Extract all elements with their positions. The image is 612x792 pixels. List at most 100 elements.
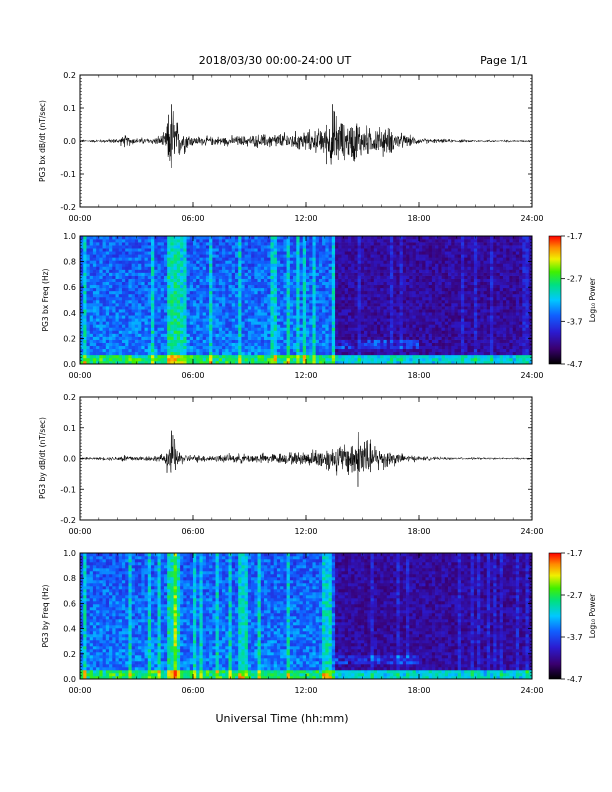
- spectrogram-cell: [361, 260, 365, 263]
- spectrogram-cell: [132, 346, 136, 349]
- spectrogram-cell: [177, 260, 181, 263]
- spectrogram-cell: [190, 279, 194, 282]
- spectrogram-cell: [342, 270, 346, 273]
- spectrogram-cell: [219, 239, 223, 242]
- spectrogram-cell: [377, 315, 381, 318]
- spectrogram-cell: [245, 334, 249, 337]
- spectrogram-cell: [238, 236, 242, 239]
- spectrogram-cell: [283, 297, 287, 300]
- spectrogram-cell: [354, 297, 358, 300]
- spectrogram-cell: [99, 349, 103, 352]
- spectrogram-cell: [157, 285, 161, 288]
- spectrogram-cell: [125, 276, 129, 279]
- spectrogram-cell: [167, 270, 171, 273]
- spectrogram-cell: [267, 279, 271, 282]
- spectrogram-cell: [283, 349, 287, 352]
- spectrogram-cell: [96, 321, 100, 324]
- spectrogram-cell: [151, 321, 155, 324]
- spectrogram-cell: [261, 288, 265, 291]
- spectrogram-cell: [238, 248, 242, 251]
- spectrogram-cell: [361, 318, 365, 321]
- spectrogram-cell: [122, 263, 126, 266]
- spectrogram-cell: [287, 270, 291, 273]
- spectrogram-cell: [387, 330, 391, 333]
- spectrogram-cell: [342, 327, 346, 330]
- spectrogram-cell: [258, 327, 262, 330]
- spectrogram-cell: [309, 300, 313, 303]
- spectrogram-cell: [374, 312, 378, 315]
- spectrogram-cell: [135, 334, 139, 337]
- spectrogram-cell: [241, 236, 245, 239]
- spectrogram-cell: [419, 321, 423, 324]
- spectrogram-cell: [267, 239, 271, 242]
- spectrogram-cell: [309, 352, 313, 355]
- spectrogram-cell: [413, 312, 417, 315]
- spectrogram-cell: [245, 260, 249, 263]
- spectrogram-cell: [306, 334, 310, 337]
- spectrogram-cell: [270, 355, 274, 358]
- spectrogram-cell: [380, 330, 384, 333]
- spectrogram-cell: [216, 239, 220, 242]
- spectrogram-cell: [216, 330, 220, 333]
- spectrogram-cell: [109, 324, 113, 327]
- spectrogram-cell: [351, 306, 355, 309]
- spectrogram-cell: [183, 337, 187, 340]
- spectrogram-cell: [429, 321, 433, 324]
- spectrogram-cell: [96, 291, 100, 294]
- spectrogram-cell: [380, 242, 384, 245]
- spectrogram-cell: [116, 309, 120, 312]
- spectrogram-cell: [106, 306, 110, 309]
- spectrogram-cell: [135, 303, 139, 306]
- spectrogram-cell: [312, 303, 316, 306]
- spectrogram-cell: [335, 242, 339, 245]
- spectrogram-cell: [287, 337, 291, 340]
- spectrogram-cell: [335, 343, 339, 346]
- spectrogram-cell: [377, 239, 381, 242]
- spectrogram-cell: [335, 327, 339, 330]
- spectrogram-cell: [103, 294, 107, 297]
- spectrogram-cell: [300, 340, 304, 343]
- spectrogram-cell: [206, 300, 210, 303]
- spectrogram-cell: [325, 291, 329, 294]
- spectrogram-cell: [283, 263, 287, 266]
- spectrogram-cell: [112, 340, 116, 343]
- spectrogram-cell: [128, 352, 132, 355]
- spectrogram-cell: [377, 236, 381, 239]
- spectrogram-cell: [371, 242, 375, 245]
- spectrogram-cell: [151, 254, 155, 257]
- spectrogram-cell: [270, 270, 274, 273]
- spectrogram-cell: [396, 282, 400, 285]
- spectrogram-cell: [235, 349, 239, 352]
- spectrogram-cell: [241, 273, 245, 276]
- spectrogram-cell: [206, 291, 210, 294]
- spectrogram-cell: [316, 254, 320, 257]
- spectrogram-cell: [322, 318, 326, 321]
- spectrogram-cell: [145, 315, 149, 318]
- spectrogram-cell: [212, 254, 216, 257]
- spectrogram-cell: [329, 349, 333, 352]
- spectrogram-cell: [432, 324, 436, 327]
- spectrogram-cell: [422, 315, 426, 318]
- spectrogram-cell: [167, 266, 171, 269]
- spectrogram-cell: [425, 236, 429, 239]
- spectrogram-cell: [296, 288, 300, 291]
- spectrogram-cell: [325, 288, 329, 291]
- spectrogram-cell: [157, 306, 161, 309]
- spectrogram-cell: [351, 324, 355, 327]
- spectrogram-cell: [248, 245, 252, 248]
- spectrogram-cell: [206, 306, 210, 309]
- spectrogram-cell: [254, 291, 258, 294]
- spectrogram-cell: [154, 236, 158, 239]
- spectrogram-cell: [86, 245, 90, 248]
- spectrogram-cell: [342, 312, 346, 315]
- spectrogram-cell: [348, 312, 352, 315]
- spectrogram-cell: [435, 279, 439, 282]
- spectrogram-cell: [157, 279, 161, 282]
- spectrogram-cell: [122, 282, 126, 285]
- spectrogram-cell: [390, 306, 394, 309]
- spectrogram-cell: [209, 300, 213, 303]
- spectrogram-cell: [325, 266, 329, 269]
- spectrogram-cell: [219, 257, 223, 260]
- spectrogram-cell: [448, 334, 452, 337]
- spectrogram-cell: [280, 330, 284, 333]
